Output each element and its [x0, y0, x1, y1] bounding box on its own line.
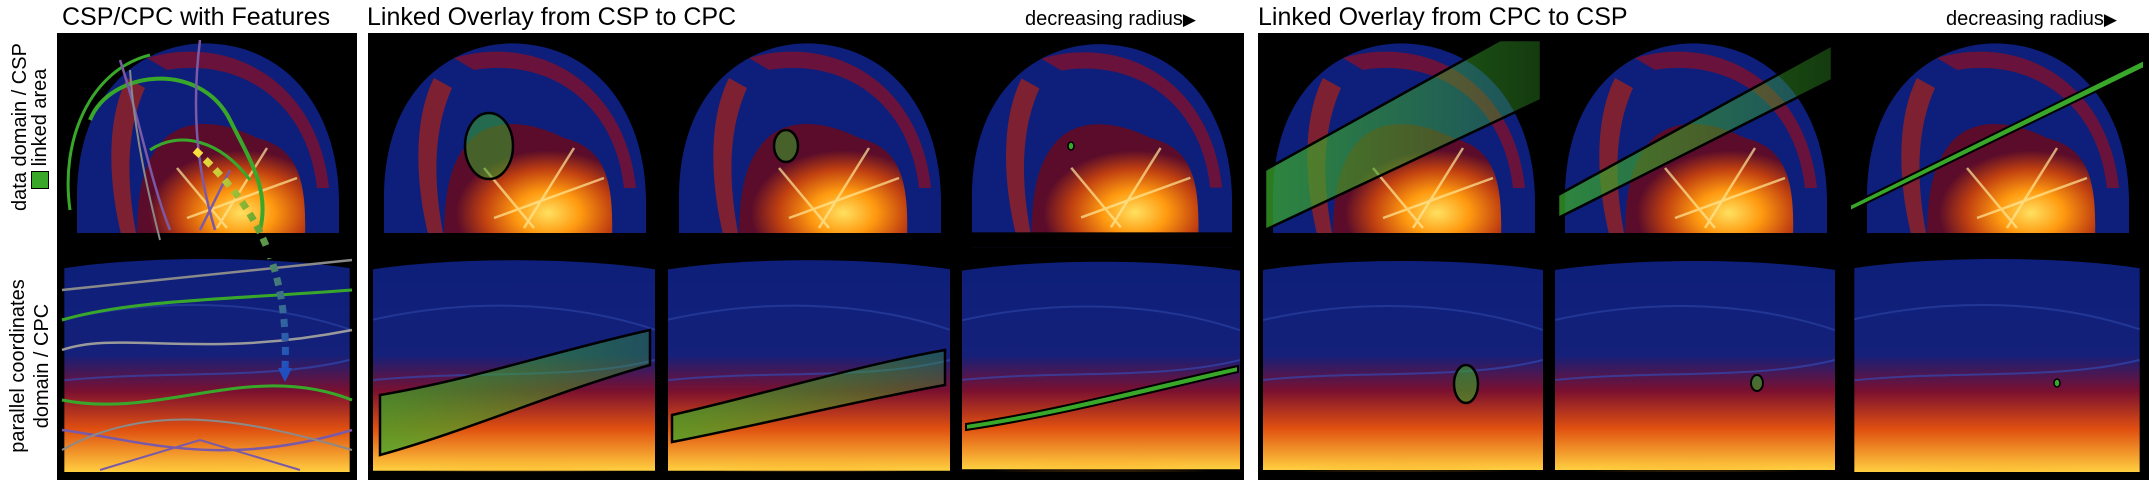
link-arrow-dashed: [192, 147, 289, 371]
linked-band-small: [965, 364, 1239, 432]
linked-band-large: [1263, 38, 1543, 232]
middle-col-1: [373, 38, 655, 472]
linked-band-large: [378, 328, 652, 457]
title-left: CSP/CPC with Features: [62, 3, 331, 31]
title-middle: Linked Overlay from CSP to CPC: [367, 3, 737, 31]
left-cpc-image: [60, 258, 354, 472]
brush-ellipse-small: [1067, 141, 1075, 151]
arrow-right-icon: ▶: [1182, 10, 1196, 29]
radius-note-right: decreasing radius▶: [1946, 7, 2117, 32]
row-separator-left: [57, 248, 357, 258]
brush-ellipse-large: [1452, 363, 1480, 405]
row-separator-right: [1258, 248, 2149, 258]
brush-ellipse-medium: [1750, 374, 1764, 392]
radius-note-middle: decreasing radius▶: [1025, 7, 1196, 32]
link-arrow-head: [278, 368, 292, 382]
linked-band-medium: [1556, 42, 1834, 221]
linked-band-small: [1849, 58, 2145, 213]
radius-note-middle-text: decreasing radius: [1025, 8, 1183, 30]
right-col-2: [1555, 38, 1835, 472]
arrow-right-icon: ▶: [2103, 10, 2117, 29]
left-csp-image: [65, 38, 349, 248]
middle-col-3: [962, 38, 1240, 472]
radius-note-right-text: decreasing radius: [1946, 8, 2104, 30]
middle-col-2: [668, 38, 950, 472]
right-col-3: [1848, 38, 2146, 472]
right-col-1: [1263, 38, 1543, 472]
brush-ellipse-small: [2053, 378, 2061, 388]
title-right: Linked Overlay from CPC to CSP: [1258, 3, 1628, 31]
brush-ellipse-medium: [772, 128, 800, 164]
linked-band-medium: [670, 348, 947, 444]
row-separator-middle: [368, 248, 1244, 258]
brush-ellipse-large: [463, 111, 515, 181]
